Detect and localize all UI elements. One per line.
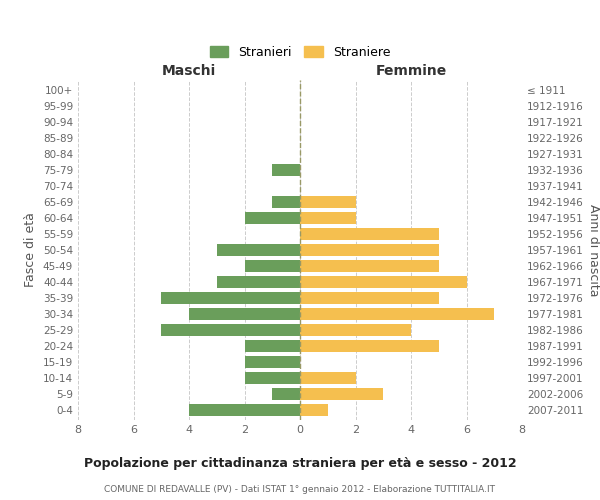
Bar <box>217 244 300 256</box>
Bar <box>300 340 439 352</box>
Bar <box>300 404 328 416</box>
Bar <box>161 292 300 304</box>
Bar <box>245 260 300 272</box>
Bar <box>300 308 494 320</box>
Text: Femmine: Femmine <box>376 64 446 78</box>
Text: COMUNE DI REDAVALLE (PV) - Dati ISTAT 1° gennaio 2012 - Elaborazione TUTTITALIA.: COMUNE DI REDAVALLE (PV) - Dati ISTAT 1°… <box>104 485 496 494</box>
Y-axis label: Fasce di età: Fasce di età <box>25 212 37 288</box>
Bar <box>272 164 300 176</box>
Bar <box>245 372 300 384</box>
Bar <box>300 228 439 240</box>
Bar <box>245 340 300 352</box>
Bar <box>300 244 439 256</box>
Bar <box>300 292 439 304</box>
Bar <box>300 196 355 208</box>
Bar <box>300 212 355 224</box>
Bar <box>300 324 411 336</box>
Bar <box>272 196 300 208</box>
Bar <box>161 324 300 336</box>
Bar <box>189 404 300 416</box>
Bar <box>245 212 300 224</box>
Bar <box>189 308 300 320</box>
Bar <box>217 276 300 288</box>
Text: Maschi: Maschi <box>162 64 216 78</box>
Text: Popolazione per cittadinanza straniera per età e sesso - 2012: Popolazione per cittadinanza straniera p… <box>83 458 517 470</box>
Bar <box>245 356 300 368</box>
Bar <box>300 372 355 384</box>
Bar <box>300 260 439 272</box>
Y-axis label: Anni di nascita: Anni di nascita <box>587 204 600 296</box>
Bar <box>300 388 383 400</box>
Bar <box>272 388 300 400</box>
Legend: Stranieri, Straniere: Stranieri, Straniere <box>206 42 394 62</box>
Bar <box>300 276 467 288</box>
